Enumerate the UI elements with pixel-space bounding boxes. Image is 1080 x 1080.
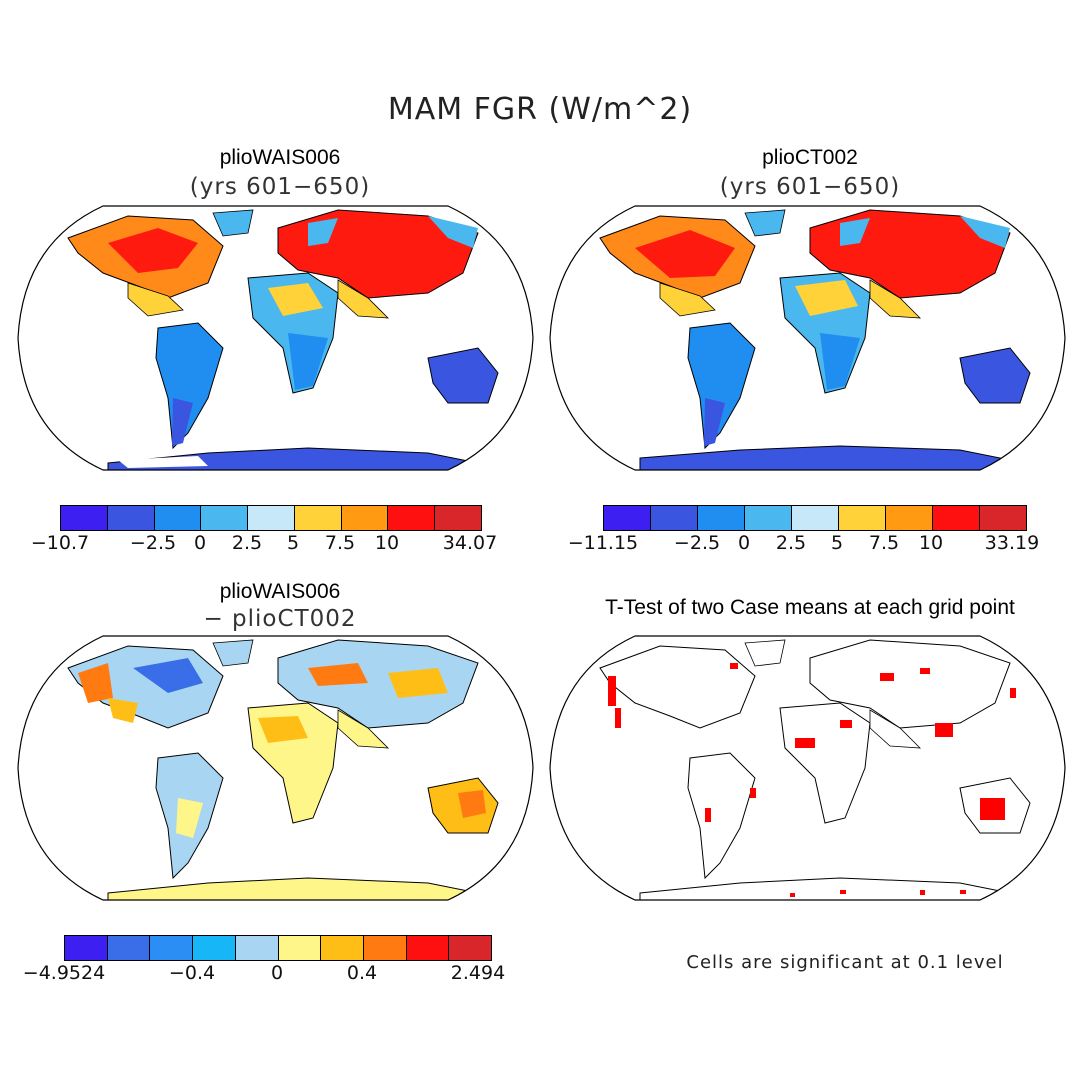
colorbar-tr: [603, 505, 1027, 531]
cbar-tl-tick: 7.5: [324, 532, 356, 554]
australia: [427, 347, 499, 404]
cbar-bl-tick: 0: [270, 962, 284, 984]
cbar-cell: [61, 506, 108, 530]
significant-cells: [608, 663, 1016, 897]
south-america: [155, 322, 224, 450]
panel-tl-title: plioWAIS006: [219, 146, 341, 169]
significance-note: Cells are significant at 0.1 level: [686, 952, 1004, 973]
cbar-tr-tick: −11.15: [567, 532, 639, 554]
panel-bl-subtitle: − plioCT002: [203, 606, 357, 632]
cbar-tl-tick: −10.7: [30, 532, 90, 554]
cbar-tr-tick: 2.5: [775, 532, 807, 554]
map-ttest: [549, 635, 1066, 901]
cbar-tr-tick: 0: [737, 532, 751, 554]
greenland: [212, 209, 254, 237]
cbar-tl-tick: 34.07: [442, 532, 498, 554]
map-plioWAIS006: [17, 205, 534, 471]
cbar-bl-tick: −4.9524: [22, 962, 106, 984]
cbar-tr-tick: 7.5: [868, 532, 900, 554]
cbar-tl-tick: −2.5: [129, 532, 177, 554]
cbar-tl-tick: 5: [286, 532, 300, 554]
cbar-tl-tick: 0: [193, 532, 207, 554]
cbar-tr-tick: 33.19: [984, 532, 1040, 554]
panel-tl-subtitle: (yrs 601−650): [189, 174, 371, 200]
antarctica: [107, 447, 479, 470]
cbar-bl-tick: 2.494: [450, 962, 506, 984]
cbar-bl-tick: −0.4: [168, 962, 216, 984]
cbar-tl-tick: 10: [374, 532, 400, 554]
panel-tr-title: plioCT002: [762, 146, 858, 169]
panel-tr-subtitle: (yrs 601−650): [719, 174, 901, 200]
map-plioCT002: [549, 205, 1066, 471]
cbar-tr-tick: 5: [830, 532, 844, 554]
panel-bl-title: plioWAIS006: [219, 580, 341, 603]
cbar-bl-tick: 0.4: [346, 962, 378, 984]
map-difference: [17, 635, 534, 901]
colorbar-tl: [60, 505, 482, 531]
panel-br-title: T-Test of two Case means at each grid po…: [605, 596, 1015, 619]
cbar-tr-tick: 10: [918, 532, 944, 554]
figure-title: MAM FGR (W/m^2): [387, 92, 693, 127]
cbar-tr-tick: −2.5: [673, 532, 721, 554]
cbar-tl-tick: 2.5: [231, 532, 263, 554]
colorbar-bl: [64, 935, 492, 961]
